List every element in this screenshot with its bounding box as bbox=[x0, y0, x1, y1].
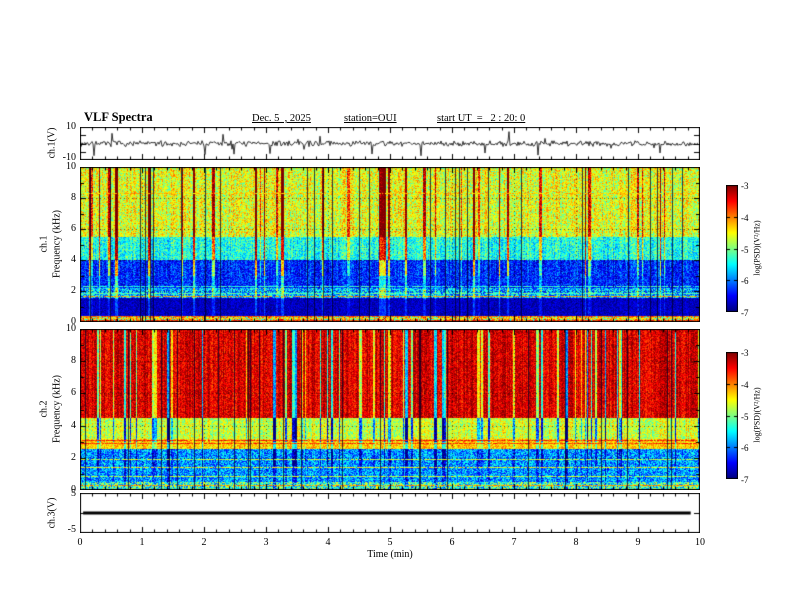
ch2-freq-tick-label: 4 bbox=[71, 420, 76, 431]
colorbar1-tick-label: -3 bbox=[741, 181, 749, 191]
ch2-channel-axis-label: ch.2 bbox=[38, 400, 50, 418]
time-tick-label: 3 bbox=[263, 537, 269, 548]
time-axis-label: Time (min) bbox=[367, 549, 413, 560]
colorbar2-tick-label: -7 bbox=[741, 475, 749, 485]
time-tick-label: 4 bbox=[325, 537, 331, 548]
ch2-freq-tick-label: 10 bbox=[66, 323, 76, 334]
ch1-freq-tick-label: 4 bbox=[71, 254, 76, 265]
ch2-freq-tick-label: 2 bbox=[71, 452, 76, 463]
ch1-freq-tick-label: 8 bbox=[71, 192, 76, 203]
time-tick-label: 9 bbox=[635, 537, 641, 548]
time-tick-label: 2 bbox=[201, 537, 207, 548]
time-tick-label: 1 bbox=[139, 537, 145, 548]
ch1-ymin-tick-label: -10 bbox=[62, 152, 76, 163]
time-tick-label: 8 bbox=[573, 537, 579, 548]
ch2-freq-tick-label: 6 bbox=[71, 387, 76, 398]
time-tick-label: 10 bbox=[695, 537, 705, 548]
time-tick-label: 0 bbox=[77, 537, 83, 548]
ch1-freq-tick-label: 10 bbox=[66, 161, 76, 172]
colorbar1-tick-label: -7 bbox=[741, 308, 749, 318]
colorbar2-tick-label: -5 bbox=[741, 412, 749, 422]
ch1-spectrogram-canvas bbox=[80, 167, 700, 322]
ch1-waveform-canvas bbox=[80, 127, 700, 160]
ch1-freq-tick-label: 6 bbox=[71, 223, 76, 234]
colorbar1-canvas bbox=[726, 185, 738, 312]
ch3-waveform-canvas bbox=[80, 493, 700, 533]
ch2-spectrogram-canvas bbox=[80, 329, 700, 490]
ch1-channel-axis-label: ch.1 bbox=[38, 235, 50, 253]
ch2-freq-tick-label: 8 bbox=[71, 355, 76, 366]
colorbar1-tick-label: -5 bbox=[741, 245, 749, 255]
date-label: Dec. 5 , 2025 bbox=[252, 113, 311, 124]
start-ut-label: start UT = 2 : 20: 0 bbox=[437, 113, 526, 124]
colorbar1-tick-label: -4 bbox=[741, 213, 749, 223]
station-label: station=OUI bbox=[344, 113, 397, 124]
figure-title: VLF Spectra bbox=[84, 110, 153, 124]
time-tick-label: 7 bbox=[511, 537, 517, 548]
ch3-ymin-tick-label: -5 bbox=[67, 524, 76, 535]
ch2-frequency-axis-label: Frequency (kHz) bbox=[51, 374, 63, 444]
ch2-freq-tick-label: 0 bbox=[71, 484, 76, 495]
colorbar2-canvas bbox=[726, 352, 738, 479]
colorbar2-tick-label: -3 bbox=[741, 348, 749, 358]
ch1-frequency-axis-label: Frequency (kHz) bbox=[51, 209, 63, 279]
ch1-freq-tick-label: 0 bbox=[71, 316, 76, 327]
ch3-ymax-tick-label: 5 bbox=[71, 488, 76, 499]
colorbar2-tick-label: -6 bbox=[741, 443, 749, 453]
colorbar2-tick-label: -4 bbox=[741, 380, 749, 390]
ch1-freq-tick-label: 2 bbox=[71, 285, 76, 296]
time-tick-label: 6 bbox=[449, 537, 455, 548]
colorbar1-tick-label: -6 bbox=[741, 276, 749, 286]
time-tick-label: 5 bbox=[387, 537, 393, 548]
ch1-ymax-tick-label: 10 bbox=[66, 121, 76, 132]
